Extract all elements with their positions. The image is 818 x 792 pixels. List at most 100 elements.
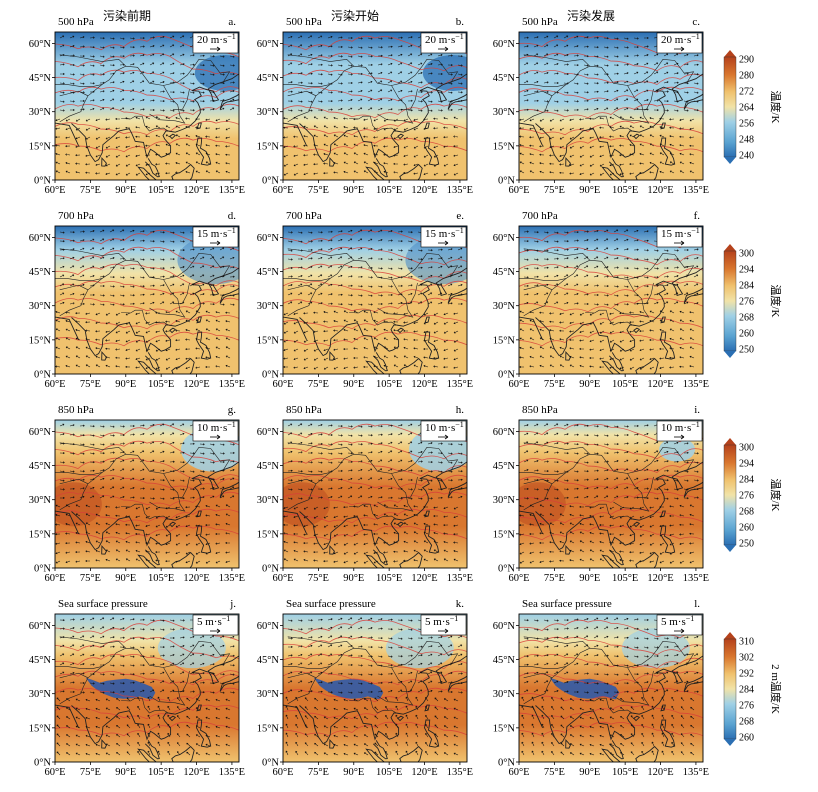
country-border [55, 278, 103, 281]
panel-letter: i. [694, 404, 700, 416]
cold-trough [194, 54, 239, 91]
pressure-contour [519, 314, 703, 330]
pressure-contour [519, 264, 703, 279]
coastline [299, 123, 400, 163]
colorbar-tick-label: 240 [739, 151, 754, 162]
island-outline [683, 93, 703, 110]
colorbar [723, 638, 737, 740]
pressure-contour [519, 619, 703, 639]
country-border [377, 279, 414, 318]
country-border [377, 667, 414, 706]
panel-letter: f. [694, 210, 701, 222]
colorbar-row-4: 310 302 292 284 276 268 260 2 m温度/K [723, 632, 783, 746]
pressure-contour [283, 508, 467, 524]
pressure-level-label: 700 hPa [286, 210, 322, 222]
colorbar-extend-top [724, 50, 736, 57]
country-border [59, 54, 127, 67]
country-border [400, 670, 418, 692]
coastline [71, 705, 172, 745]
country-border [142, 504, 169, 520]
country-border [287, 90, 317, 123]
colorbar-row-2: 300 294 284 276 268 260 250 温度/K [723, 244, 783, 358]
latitude-tick-label: 15°N [257, 141, 280, 152]
pressure-contour [519, 670, 703, 686]
colorbar-title: 温度/K [769, 285, 783, 318]
country-border [142, 116, 169, 132]
latitude-tick-label: 60°N [257, 427, 280, 438]
colorbar-tick-label: 256 [739, 119, 754, 130]
island-outline [137, 360, 157, 374]
country-border [59, 284, 89, 317]
longitude-tick-label: 105°E [148, 573, 174, 584]
country-border [523, 672, 553, 705]
pressure-level-label: 700 hPa [522, 210, 558, 222]
colorbar-tick-label: 268 [739, 717, 754, 728]
country-border [523, 442, 591, 455]
country-border [121, 115, 143, 120]
island-outline [397, 715, 405, 722]
island-outline [365, 554, 385, 568]
cold-trough [422, 54, 467, 91]
colorbar-extend-bottom [724, 739, 736, 746]
island-outline [683, 675, 703, 692]
pressure-level-label: Sea surface pressure [522, 598, 612, 610]
pressure-level-label: Sea surface pressure [286, 598, 376, 610]
pressure-contour [55, 297, 239, 313]
country-border [606, 310, 633, 326]
latitude-tick-label: 45°N [493, 461, 516, 472]
country-border [172, 88, 190, 110]
island-outline [169, 715, 177, 722]
pressure-contour [519, 70, 703, 85]
island-outline [171, 357, 195, 374]
coastline [299, 317, 400, 357]
pressure-contour [519, 137, 703, 153]
pressure-contour [519, 654, 703, 669]
reference-vector-label: 5 m·s−1 [425, 614, 458, 628]
country-border [59, 90, 89, 123]
colorbar-extend-bottom [724, 351, 736, 358]
map-panel-700-hpa-2: 15 m·s−1 700 hPa e. 60°N 45°N 30°N 15°N 0°N60°E… [257, 210, 473, 390]
pressure-contour [55, 508, 239, 524]
colorbar-tick-label: 294 [739, 459, 754, 470]
island-outline [424, 331, 440, 360]
pressure-contour [519, 331, 703, 347]
latitude-tick-label: 15°N [29, 723, 52, 734]
longitude-tick-label: 90°E [115, 379, 136, 390]
country-border [315, 640, 459, 679]
coastline [396, 461, 467, 521]
pressure-contour [519, 491, 703, 507]
colorbar-tick-label: 268 [739, 313, 754, 324]
longitude-tick-label: 105°E [612, 767, 638, 778]
latitude-tick-label: 60°N [29, 621, 52, 632]
island-outline [101, 156, 107, 167]
colorbar-tick-label: 280 [739, 71, 754, 82]
panel-frame [54, 31, 240, 181]
longitude-tick-label: 135°E [683, 185, 709, 196]
colorbar-tick-label: 250 [739, 345, 754, 356]
island-outline [565, 156, 571, 167]
country-border [606, 504, 633, 520]
country-border [55, 472, 103, 475]
colorbar-tick-label: 260 [739, 329, 754, 340]
pressure-level-label: 850 hPa [286, 404, 322, 416]
longitude-tick-label: 105°E [376, 379, 402, 390]
longitude-tick-label: 120°E [647, 767, 673, 778]
longitude-tick-label: 120°E [411, 379, 437, 390]
latitude-tick-label: 45°N [29, 655, 52, 666]
colorbar-tick-label: 284 [739, 281, 754, 292]
longitude-tick-label: 105°E [148, 767, 174, 778]
island-outline [683, 287, 703, 304]
pressure-contour [55, 457, 239, 481]
colorbar [723, 56, 737, 158]
coastline [632, 267, 703, 327]
map-panel-500-hpa-2: 20 m·s−1 500 hPa b. 污染开始 60°N 45°N 30°N 15°N 0°N… [257, 8, 473, 196]
pressure-contour [55, 636, 239, 660]
longitude-tick-label: 60°E [508, 185, 529, 196]
reference-vector-label: 5 m·s−1 [661, 614, 694, 628]
longitude-tick-label: 90°E [579, 379, 600, 390]
island-outline [329, 350, 335, 361]
colorbar-tick-label: 260 [739, 523, 754, 534]
island-outline [137, 554, 157, 568]
island-outline [219, 287, 239, 304]
longitude-tick-label: 75°E [308, 767, 329, 778]
